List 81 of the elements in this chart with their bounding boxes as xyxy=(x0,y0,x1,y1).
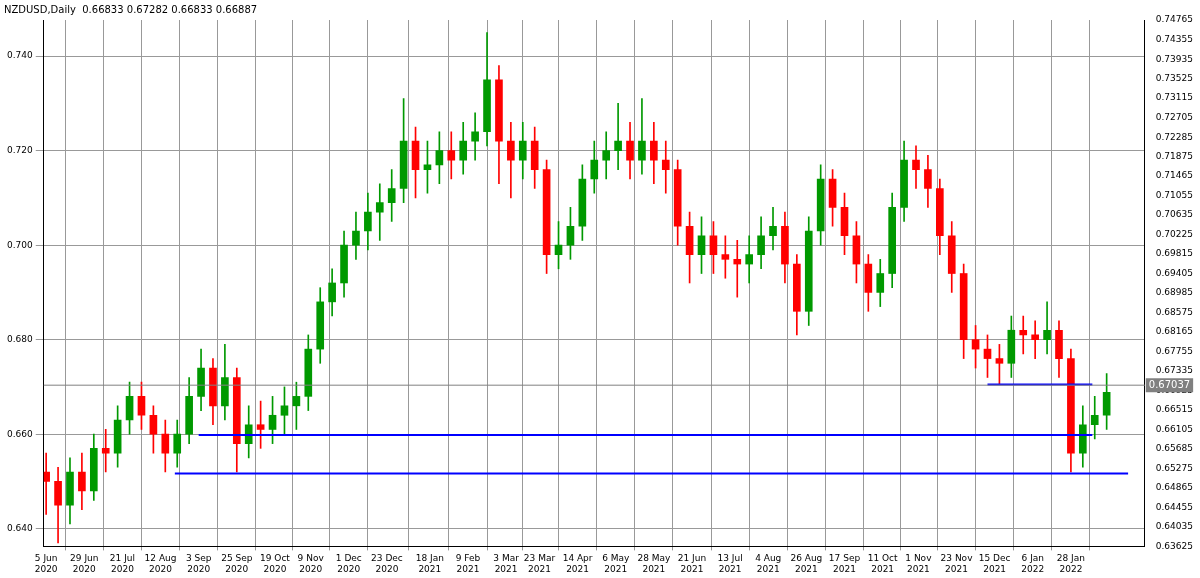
y2-tick-label: 0.70225 xyxy=(1155,228,1193,239)
y2-tick-label: 0.66105 xyxy=(1155,423,1193,434)
y2-tick-label: 0.65685 xyxy=(1155,443,1193,454)
y2-tick-label: 0.64865 xyxy=(1155,482,1193,493)
x-tick-label: 1 Nov 2021 xyxy=(905,553,933,574)
x-tick-label: 3 Mar 2021 xyxy=(493,553,520,574)
candlestick xyxy=(447,131,456,180)
candlestick xyxy=(602,131,611,180)
candlestick xyxy=(661,140,670,194)
x-tick-label: 11 Oct 2021 xyxy=(867,553,899,574)
y-tick-label: 0.660 xyxy=(7,428,34,439)
y2-tick-label: 0.67335 xyxy=(1155,365,1193,376)
y-tick-label: 0.680 xyxy=(7,334,34,345)
candlestick xyxy=(101,429,110,473)
y2-tick-label: 0.69405 xyxy=(1155,267,1193,278)
y2-tick-label: 0.74355 xyxy=(1155,33,1193,44)
y2-tick-label: 0.71055 xyxy=(1155,189,1193,200)
x-tick-label: 6 May 2021 xyxy=(602,553,630,574)
x-tick-label: 25 Sep 2020 xyxy=(221,553,253,574)
x-tick-label: 13 Jul 2021 xyxy=(717,553,743,574)
x-tick-label: 15 Dec 2021 xyxy=(978,553,1011,574)
y2-tick-label: 0.64455 xyxy=(1155,501,1193,512)
y2-tick-label: 0.63625 xyxy=(1155,540,1193,551)
x-tick-label: 23 Dec 2020 xyxy=(371,553,403,574)
candlestick xyxy=(1090,396,1099,440)
x-tick-label: 21 Jun 2021 xyxy=(677,553,707,574)
y2-tick-label: 0.64035 xyxy=(1155,521,1193,532)
x-tick-label: 29 Jun 2020 xyxy=(70,553,99,574)
y-tick-label: 0.700 xyxy=(7,239,34,250)
y2-tick-label: 0.71465 xyxy=(1155,170,1193,181)
candlestick xyxy=(769,207,777,251)
x-tick-label: 28 May 2021 xyxy=(637,553,671,574)
y2-tick-label: 0.74765 xyxy=(1155,14,1193,25)
candlestick xyxy=(43,452,50,515)
y-tick-label: 0.640 xyxy=(7,523,34,534)
ref-line-label: 0.67037 xyxy=(1148,378,1191,390)
x-tick-label: 17 Sep 2021 xyxy=(828,553,861,574)
y-tick-label: 0.720 xyxy=(7,145,34,155)
y2-tick-label: 0.68985 xyxy=(1155,287,1193,298)
y2-tick-label: 0.71875 xyxy=(1155,150,1193,161)
y2-tick-label: 0.73935 xyxy=(1155,53,1193,64)
x-tick-label: 23 Mar 2021 xyxy=(523,553,556,574)
x-tick-label: 6 Jan 2022 xyxy=(1021,553,1045,574)
y2-tick-label: 0.68575 xyxy=(1155,306,1193,317)
candlestick xyxy=(375,183,384,241)
x-tick-label: 21 Jul 2020 xyxy=(109,553,135,574)
x-tick-label: 9 Nov 2020 xyxy=(297,553,325,574)
x-tick-label: 26 Aug 2021 xyxy=(790,553,823,574)
y2-tick-label: 0.73115 xyxy=(1155,92,1193,103)
x-tick-label: 9 Feb 2021 xyxy=(455,553,481,574)
y2-tick-label: 0.65275 xyxy=(1155,462,1193,473)
candlestick xyxy=(507,121,515,199)
candlestick xyxy=(638,98,646,175)
y2-tick-label: 0.72705 xyxy=(1155,111,1193,122)
x-tick-label: 12 Aug 2020 xyxy=(144,553,177,574)
candlestick xyxy=(471,112,479,161)
x-tick-label: 14 Apr 2021 xyxy=(562,553,593,574)
chart-title: NZDUSD,Daily 0.66833 0.67282 0.66833 0.66887 xyxy=(4,3,258,15)
candlestick xyxy=(1031,320,1039,359)
candlestick xyxy=(912,145,920,189)
x-tick-label: 19 Oct 2020 xyxy=(259,553,291,574)
y2-tick-label: 0.67755 xyxy=(1155,345,1193,356)
y2-tick-label: 0.73525 xyxy=(1155,72,1193,83)
candlestick xyxy=(1043,301,1051,355)
y-tick-label: 0.740 xyxy=(7,50,34,61)
x-tick-label: 5 Jun 2020 xyxy=(34,553,58,574)
x-tick-label: 4 Aug 2021 xyxy=(755,553,782,574)
candlestick xyxy=(614,103,622,170)
y2-tick-label: 0.66515 xyxy=(1155,404,1193,415)
x-tick-label: 28 Jan 2022 xyxy=(1056,553,1085,574)
y2-tick-label: 0.68165 xyxy=(1155,326,1193,337)
x-tick-label: 3 Sep 2020 xyxy=(185,553,212,574)
candlestick xyxy=(745,235,754,284)
y2-tick-label: 0.72285 xyxy=(1155,131,1193,142)
y2-tick-label: 0.70635 xyxy=(1155,209,1193,220)
x-tick-label: 23 Nov 2021 xyxy=(940,553,974,574)
x-tick-label: 18 Jan 2021 xyxy=(415,553,444,574)
candlestick xyxy=(733,240,742,298)
y2-tick-label: 0.69815 xyxy=(1155,248,1193,259)
candlestick xyxy=(1019,315,1028,355)
x-tick-label: 1 Dec 2020 xyxy=(335,553,362,574)
